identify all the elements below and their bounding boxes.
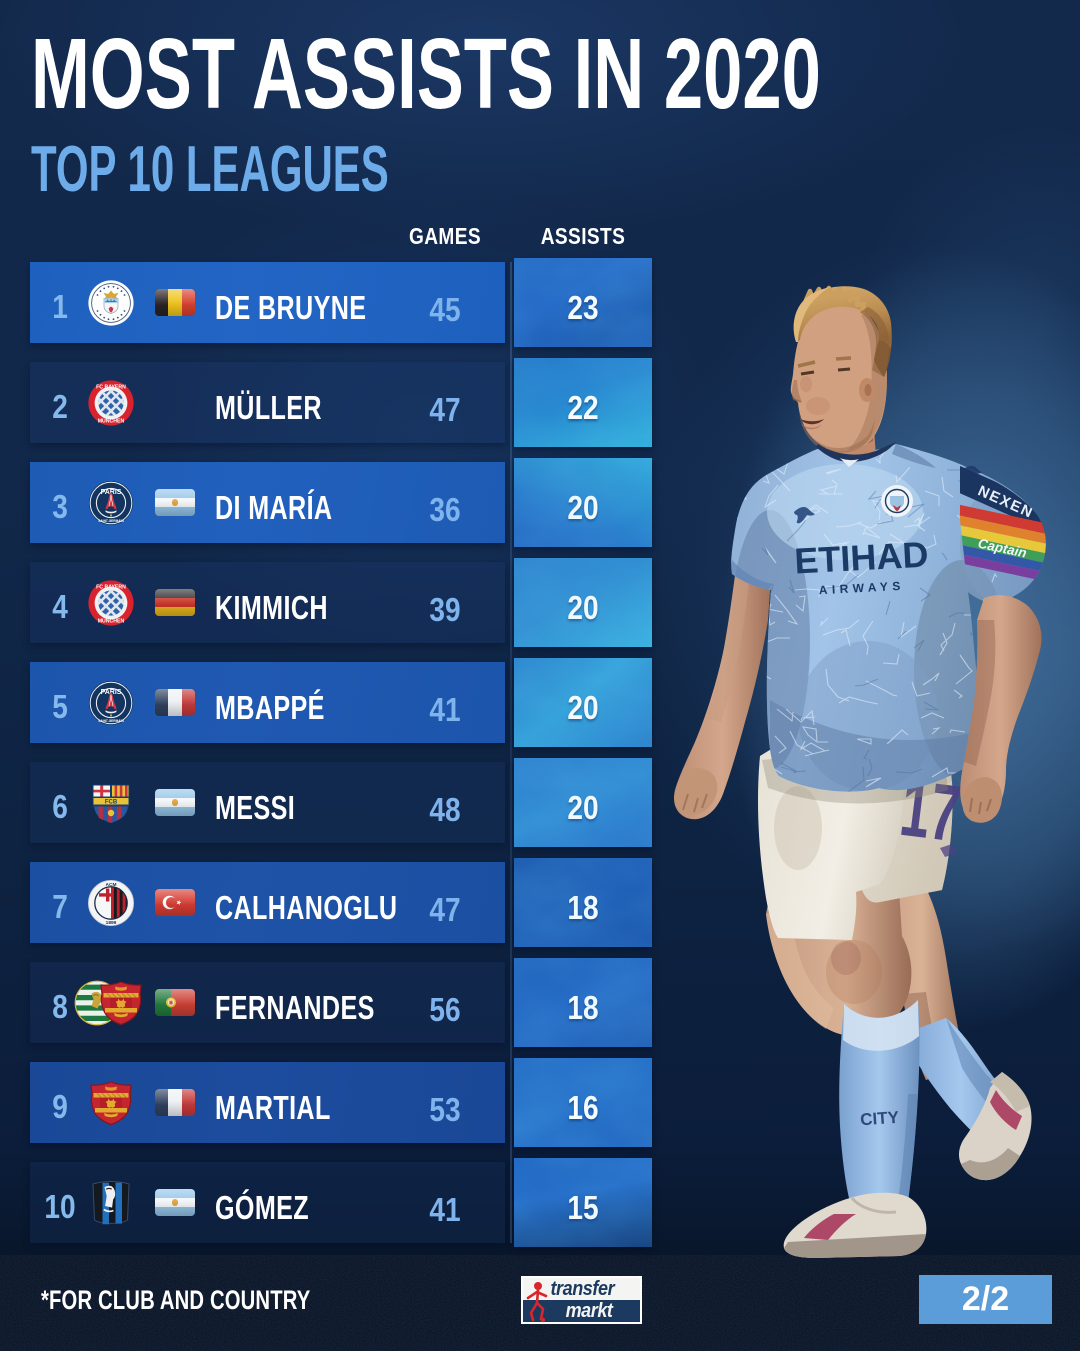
svg-text:PARIS: PARIS [101, 488, 122, 495]
svg-text:CITY: CITY [860, 1108, 901, 1130]
svg-text:1899: 1899 [106, 920, 117, 926]
svg-text:MÜNCHEN: MÜNCHEN [98, 417, 125, 424]
svg-text:FC BAYERN: FC BAYERN [96, 584, 126, 590]
svg-text:MÜNCHEN: MÜNCHEN [98, 617, 125, 624]
svg-text:AIRWAYS: AIRWAYS [818, 579, 905, 597]
svg-text:ACM: ACM [106, 881, 117, 887]
svg-text:SAINT-GERMAIN: SAINT-GERMAIN [98, 518, 124, 522]
svg-text:FCB: FCB [105, 799, 118, 805]
svg-text:ETIHAD: ETIHAD [793, 534, 929, 582]
svg-text:SAINT-GERMAIN: SAINT-GERMAIN [98, 718, 124, 722]
svg-text:PARIS: PARIS [101, 688, 122, 695]
svg-text:FC BAYERN: FC BAYERN [96, 384, 126, 390]
